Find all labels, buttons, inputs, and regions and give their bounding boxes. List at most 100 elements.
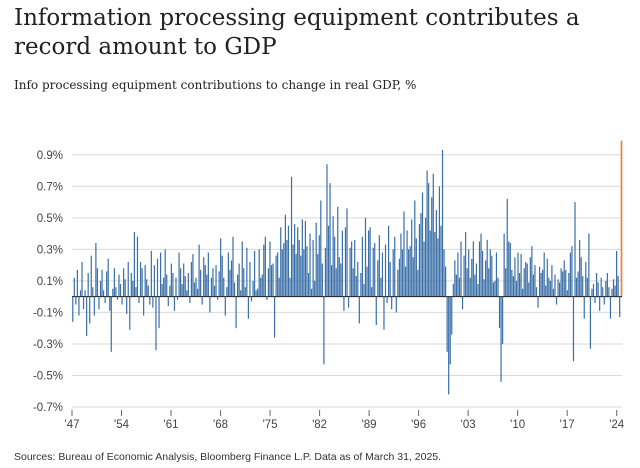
data-bar bbox=[289, 277, 291, 297]
data-bar bbox=[318, 235, 320, 297]
source-note: Sources: Bureau of Economic Analysis, Bl… bbox=[14, 451, 442, 463]
data-bar bbox=[349, 247, 351, 297]
data-bar bbox=[364, 217, 367, 297]
data-bar bbox=[147, 285, 149, 297]
data-bar bbox=[389, 261, 391, 297]
data-bar bbox=[213, 285, 216, 297]
data-bar bbox=[146, 279, 148, 297]
data-bar bbox=[449, 296, 451, 365]
data-bar bbox=[290, 176, 293, 297]
data-bar bbox=[417, 269, 419, 297]
data-bar bbox=[589, 296, 592, 349]
data-bar bbox=[538, 266, 541, 297]
data-bar bbox=[183, 263, 185, 297]
data-bar bbox=[187, 273, 189, 297]
data-bar bbox=[440, 225, 442, 297]
data-bar bbox=[517, 252, 519, 297]
data-bar bbox=[304, 220, 307, 297]
data-bar bbox=[595, 273, 598, 297]
data-bar bbox=[432, 173, 434, 297]
x-tick-label: '24 bbox=[609, 419, 625, 431]
data-bar bbox=[465, 232, 467, 297]
data-bar bbox=[323, 296, 325, 365]
data-bar bbox=[542, 269, 544, 297]
data-bar bbox=[614, 285, 616, 297]
data-bar bbox=[210, 277, 213, 297]
data-bar bbox=[207, 252, 209, 297]
data-bar bbox=[320, 200, 322, 297]
bar-chart: 0.9% 0.7% 0.5% 0.3% 0.1% -0.1% -0.3% -0.5% -0.7%… bbox=[33, 140, 625, 431]
data-bar bbox=[243, 268, 245, 297]
data-bar bbox=[330, 265, 333, 297]
y-tick-label: 0.5% bbox=[37, 213, 63, 225]
data-bar bbox=[220, 238, 222, 297]
data-bar bbox=[139, 261, 142, 297]
data-bar bbox=[528, 282, 530, 297]
data-bar bbox=[357, 261, 359, 297]
data-bar bbox=[315, 222, 317, 297]
data-bar bbox=[261, 274, 263, 297]
data-bar bbox=[566, 290, 568, 297]
data-bar bbox=[235, 296, 237, 329]
data-bar bbox=[371, 287, 373, 297]
data-bar bbox=[575, 277, 578, 297]
data-bar bbox=[306, 246, 308, 297]
data-bar bbox=[155, 296, 157, 351]
data-bar bbox=[537, 296, 539, 308]
data-bar bbox=[455, 274, 457, 297]
x-tick-label: '03 bbox=[461, 419, 476, 431]
data-bar bbox=[582, 276, 584, 297]
data-bar bbox=[93, 296, 95, 316]
data-bar bbox=[599, 296, 601, 311]
data-bar bbox=[518, 273, 521, 297]
data-bar bbox=[426, 170, 428, 297]
data-bar bbox=[201, 296, 203, 305]
data-bar bbox=[391, 296, 393, 310]
x-tick-label: '61 bbox=[164, 419, 179, 431]
data-bar bbox=[602, 287, 604, 297]
data-bar bbox=[460, 241, 462, 297]
data-bar bbox=[298, 239, 300, 297]
data-bar bbox=[226, 287, 228, 297]
data-bar bbox=[545, 285, 547, 297]
data-bar bbox=[334, 236, 336, 297]
data-bar bbox=[383, 296, 385, 330]
data-bar bbox=[532, 274, 535, 297]
data-bar bbox=[310, 288, 313, 297]
data-bar bbox=[89, 296, 91, 324]
data-bar bbox=[295, 254, 297, 297]
data-bar bbox=[474, 274, 476, 297]
y-tick-label: 0.7% bbox=[37, 181, 63, 193]
data-bar bbox=[106, 271, 108, 297]
data-bar bbox=[480, 233, 482, 297]
data-bar bbox=[341, 230, 343, 297]
data-bar bbox=[309, 233, 311, 297]
data-bar bbox=[549, 280, 551, 297]
data-bar bbox=[327, 225, 330, 297]
data-bar bbox=[240, 290, 242, 297]
data-bar bbox=[603, 296, 605, 305]
data-bar bbox=[562, 271, 564, 297]
data-bar bbox=[411, 219, 413, 297]
data-bar bbox=[414, 200, 416, 297]
data-bar bbox=[489, 249, 491, 297]
data-bar bbox=[569, 252, 571, 297]
data-bar bbox=[278, 277, 280, 297]
data-bar bbox=[158, 296, 160, 329]
data-bar bbox=[381, 252, 384, 297]
data-bar bbox=[400, 233, 402, 297]
data-bar bbox=[565, 269, 567, 297]
data-bar bbox=[555, 296, 558, 305]
data-bar bbox=[301, 219, 303, 297]
data-bar bbox=[543, 252, 545, 297]
data-bar bbox=[79, 290, 82, 297]
data-bar bbox=[107, 258, 109, 297]
data-bar bbox=[377, 260, 379, 297]
data-bar bbox=[488, 268, 490, 297]
data-bar bbox=[209, 296, 211, 313]
data-bar bbox=[215, 265, 217, 297]
data-bar bbox=[249, 261, 251, 297]
x-tick-label: '54 bbox=[114, 419, 130, 431]
data-bar bbox=[366, 266, 368, 297]
data-bar bbox=[233, 282, 236, 297]
